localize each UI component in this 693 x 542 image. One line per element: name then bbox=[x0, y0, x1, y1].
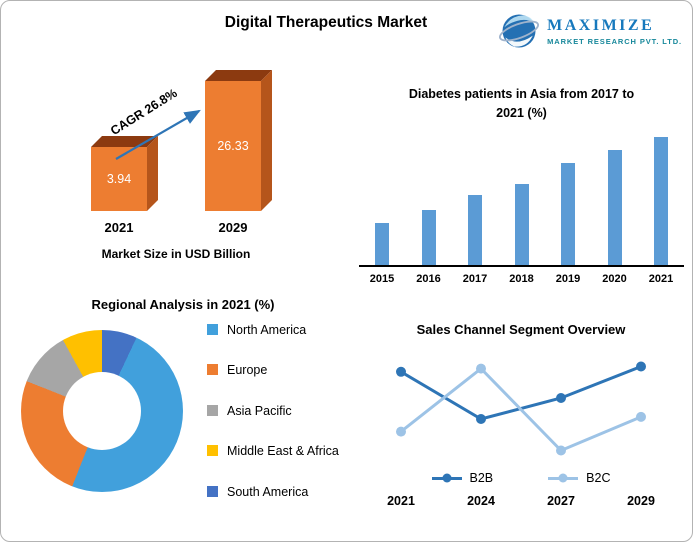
diabetes-bar bbox=[514, 183, 529, 265]
legend-label: Asia Pacific bbox=[227, 403, 292, 418]
logo-subtitle: MARKET RESEARCH PVT. LTD. bbox=[547, 36, 682, 46]
series-marker bbox=[636, 411, 646, 422]
page-title: Digital Therapeutics Market bbox=[224, 14, 428, 31]
legend-item: North America bbox=[207, 322, 353, 338]
diabetes-bar bbox=[607, 149, 622, 265]
legend-line bbox=[548, 473, 579, 483]
bar-value-label: 26.33 bbox=[217, 139, 249, 153]
sales-chart-title: Sales Channel Segment Overview bbox=[416, 322, 626, 337]
diabetes-bars bbox=[359, 135, 684, 267]
legend-line bbox=[431, 473, 462, 483]
bar-value-label: 3.94 bbox=[106, 172, 132, 186]
legend-label: Europe bbox=[227, 363, 268, 378]
market-bar: 3.94 bbox=[91, 147, 147, 211]
market-size-caption: Market Size in USD Billion bbox=[101, 247, 251, 261]
diabetes-x-label: 2020 bbox=[602, 272, 627, 285]
globe-icon bbox=[499, 14, 540, 48]
sales-legend-item: B2C bbox=[548, 471, 610, 485]
sales-legend-item: B2B bbox=[431, 471, 494, 485]
legend-item: South America bbox=[207, 484, 353, 500]
sales-channel-chart: Sales Channel Segment Overview B2B B2C 20… bbox=[356, 322, 686, 535]
market-bar-group: 26.33 2029 bbox=[205, 81, 261, 235]
legend-dot bbox=[558, 473, 568, 483]
regional-legend: North America Europe Asia Pacific Middle Ea… bbox=[207, 322, 353, 500]
diabetes-chart-title: Diabetes patients in Asia from 2017 to 2… bbox=[408, 87, 635, 120]
diabetes-bar-column bbox=[553, 162, 583, 265]
legend-label: North America bbox=[227, 323, 307, 337]
diabetes-x-label: 2018 bbox=[509, 272, 534, 285]
diabetes-bar bbox=[375, 222, 389, 265]
legend-swatch bbox=[207, 324, 218, 335]
legend-item: Asia Pacific bbox=[207, 403, 353, 419]
sales-line-svg bbox=[396, 361, 646, 456]
series-marker bbox=[396, 366, 406, 377]
logo-brand-name: MAXIMIZE bbox=[547, 16, 655, 34]
diabetes-bar-column bbox=[646, 136, 676, 265]
series-line-B2C bbox=[400, 366, 642, 453]
diabetes-x-label: 2019 bbox=[555, 272, 581, 285]
diabetes-bar bbox=[421, 209, 436, 265]
series-marker bbox=[476, 414, 486, 424]
legend-dot bbox=[442, 473, 452, 483]
market-size-bars: 3.94 2021 26.33 2029 bbox=[36, 81, 316, 235]
logo-text: MAXIMIZE MARKET RESEARCH PVT. LTD. bbox=[547, 17, 682, 46]
series-marker bbox=[636, 361, 646, 372]
diabetes-x-label: 2017 bbox=[462, 272, 488, 285]
brand-logo: MAXIMIZE MARKET RESEARCH PVT. LTD. bbox=[497, 9, 682, 53]
market-bar-group: 3.94 2021 bbox=[91, 147, 147, 235]
sales-legend-label: B2B bbox=[469, 471, 494, 485]
regional-analysis-chart: Regional Analysis in 2021 (%) North Amer… bbox=[13, 297, 353, 537]
diabetes-chart: Diabetes patients in Asia from 2017 to 2… bbox=[359, 85, 684, 310]
sales-x-label: 2021 bbox=[387, 494, 415, 508]
diabetes-bar-column bbox=[460, 194, 490, 265]
bar-category-label: 2021 bbox=[104, 220, 134, 235]
sales-legend-label: B2C bbox=[586, 471, 611, 485]
series-marker bbox=[556, 393, 566, 403]
legend-label: South America bbox=[227, 484, 309, 499]
legend-item: Europe bbox=[207, 362, 353, 378]
diabetes-bar-column bbox=[507, 183, 537, 265]
sales-x-labels: 2021 2024 2027 2029 bbox=[356, 494, 686, 508]
diabetes-bar bbox=[468, 194, 482, 265]
legend-swatch bbox=[207, 404, 218, 416]
diabetes-x-label: 2021 bbox=[648, 272, 674, 285]
diabetes-bar-column bbox=[600, 149, 630, 265]
regional-chart-title: Regional Analysis in 2021 (%) bbox=[91, 297, 275, 312]
sales-x-label: 2027 bbox=[547, 494, 575, 508]
legend-swatch bbox=[207, 485, 218, 497]
diabetes-bar-column bbox=[367, 222, 397, 265]
series-marker bbox=[556, 445, 566, 456]
legend-swatch bbox=[207, 445, 218, 457]
legend-label: Middle East & Africa bbox=[227, 444, 339, 459]
regional-chart-body: North America Europe Asia Pacific Middle Ea… bbox=[13, 322, 353, 500]
diabetes-bar bbox=[561, 162, 575, 265]
sales-x-label: 2029 bbox=[627, 494, 655, 508]
market-size-chart: 3.94 2021 26.33 2029 CAGR 26.8% Market Size… bbox=[36, 81, 316, 285]
diabetes-x-label: 2015 bbox=[369, 272, 395, 285]
donut-chart bbox=[21, 330, 183, 492]
bar-category-label: 2029 bbox=[218, 220, 248, 235]
legend-item: Middle East & Africa bbox=[207, 443, 353, 459]
series-marker bbox=[476, 363, 486, 374]
legend-swatch bbox=[207, 364, 218, 376]
donut-hole bbox=[63, 372, 141, 450]
sales-x-label: 2024 bbox=[467, 494, 495, 508]
sales-legend: B2B B2C bbox=[356, 471, 686, 485]
market-bar: 26.33 bbox=[205, 81, 261, 211]
diabetes-bar-column bbox=[414, 209, 444, 265]
diabetes-x-labels: 2015 2016 2017 2018 2019 2020 2021 bbox=[359, 273, 684, 285]
diabetes-x-label: 2016 bbox=[416, 272, 441, 285]
series-marker bbox=[396, 426, 406, 437]
diabetes-bar bbox=[654, 136, 668, 265]
